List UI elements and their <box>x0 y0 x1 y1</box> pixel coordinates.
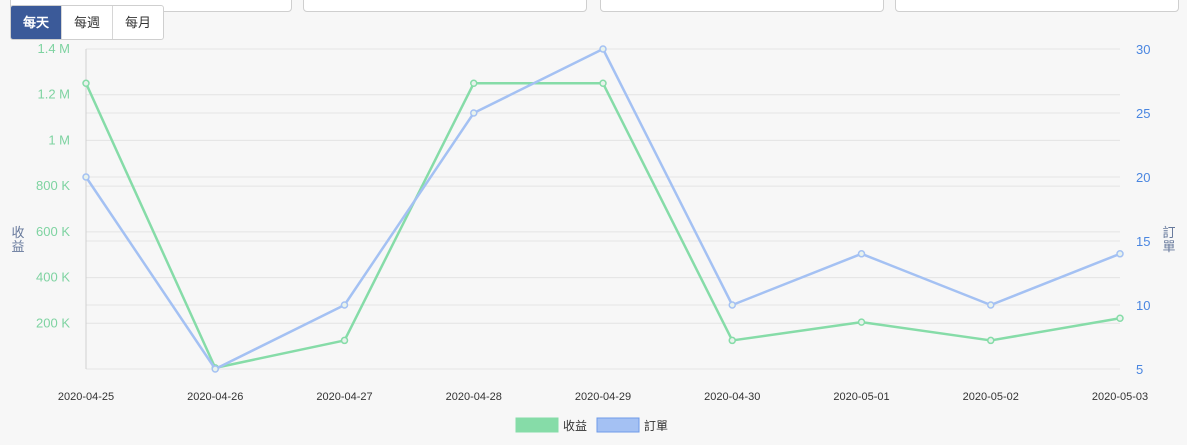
y-left-tick-label: 1.2 M <box>37 87 70 102</box>
data-point-revenue <box>1116 314 1124 323</box>
data-point-revenue <box>470 79 478 88</box>
data-point-revenue <box>987 336 995 345</box>
x-tick-label: 2020-04-26 <box>187 391 243 403</box>
data-point-orders <box>1116 250 1124 258</box>
y-right-tick-label: 15 <box>1136 234 1150 249</box>
tab-daily[interactable]: 每天 <box>11 6 63 39</box>
x-tick-label: 2020-04-30 <box>704 391 760 403</box>
data-point-revenue <box>599 79 607 88</box>
series-line-orders <box>84 47 1121 371</box>
y-right-tick-label: 5 <box>1136 362 1143 377</box>
tab-monthly[interactable]: 每月 <box>125 15 152 30</box>
data-point-revenue <box>728 336 736 345</box>
y-right-tick-label: 10 <box>1136 298 1150 313</box>
y-right-tick-label: 25 <box>1136 106 1150 121</box>
data-point-orders <box>340 301 349 309</box>
data-point-orders <box>728 301 736 309</box>
y-left-tick-label: 800 K <box>36 178 70 193</box>
y-left-tick-label: 200 K <box>36 315 70 330</box>
summary-card-4 <box>895 0 1179 12</box>
legend-label-orders: 訂單 <box>644 418 668 433</box>
tab-weekly[interactable]: 每週 <box>62 6 114 39</box>
left-axis-title: 收益 <box>11 225 25 254</box>
data-point-orders <box>987 301 995 309</box>
data-point-orders <box>82 173 90 181</box>
x-tick-label: 2020-04-25 <box>58 391 114 403</box>
period-toggle: 每天 每週 每月 <box>10 5 165 40</box>
x-tick-label: 2020-05-03 <box>1092 391 1148 403</box>
x-tick-label: 2020-04-27 <box>316 391 372 403</box>
y-left-tick-label: 600 K <box>36 224 70 239</box>
legend-swatch-orders <box>596 417 640 433</box>
data-point-revenue <box>82 79 90 88</box>
y-left-tick-label: 1.4 M <box>37 41 70 56</box>
y-left-tick-label: 1 M <box>48 132 70 147</box>
x-tick-label: 2020-04-29 <box>575 391 631 403</box>
data-point-revenue <box>340 336 349 345</box>
legend-label-revenue: 收益 <box>563 419 587 433</box>
y-right-tick-label: 20 <box>1136 170 1150 185</box>
y-right-tick-label: 30 <box>1136 42 1150 57</box>
legend-swatch-revenue <box>515 417 559 433</box>
data-point-orders <box>211 365 219 373</box>
data-point-orders <box>599 45 607 53</box>
right-axis-title: 訂單 <box>1162 225 1176 254</box>
x-tick-label: 2020-05-01 <box>833 391 889 403</box>
series-line-revenue <box>84 82 1121 370</box>
x-tick-label: 2020-04-28 <box>446 391 502 403</box>
y-left-tick-label: 400 K <box>36 270 70 285</box>
summary-card-2 <box>303 0 587 12</box>
x-tick-label: 2020-05-02 <box>963 391 1019 403</box>
summary-card-3 <box>600 0 884 12</box>
data-point-orders <box>857 250 866 258</box>
data-point-revenue <box>857 318 866 326</box>
data-point-orders <box>470 109 478 117</box>
